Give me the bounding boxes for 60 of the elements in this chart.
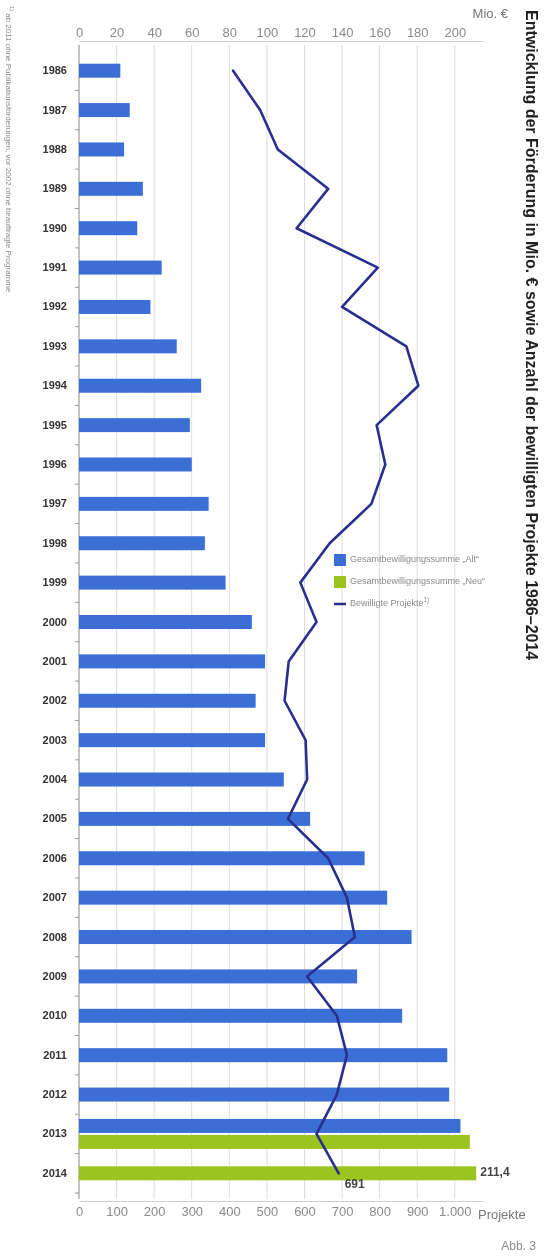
y-tick-label: 1988 bbox=[42, 142, 67, 155]
y-tick-label: 2000 bbox=[42, 615, 67, 628]
x-tick-label: 120 bbox=[294, 25, 316, 40]
x2-tick-label: 1.000 bbox=[439, 1204, 472, 1220]
x2-tick-label: 700 bbox=[331, 1204, 354, 1220]
x2-tick-label: 500 bbox=[256, 1204, 279, 1220]
x-tick-label: 140 bbox=[331, 25, 354, 40]
y-tick-label: 1993 bbox=[42, 339, 67, 352]
y-tick-label: 1995 bbox=[42, 418, 67, 431]
y-tick-label: 2002 bbox=[42, 694, 67, 707]
y-tick-label: 1989 bbox=[42, 182, 67, 195]
y-tick-label: 1994 bbox=[42, 379, 68, 392]
x2-tick-label: 900 bbox=[406, 1204, 429, 1220]
x-tick-label: 180 bbox=[406, 25, 429, 40]
y-tick-label: 2013 bbox=[42, 1127, 67, 1140]
x-tick-label: 60 bbox=[185, 25, 200, 40]
y-tick-label: 2010 bbox=[42, 1009, 67, 1022]
legend-label: Bewilligte Projekte$^{1)}$ bbox=[350, 596, 430, 609]
y-tick-label: 2011 bbox=[43, 1048, 67, 1061]
x-tick-label: 200 bbox=[444, 25, 467, 40]
y-tick-label: 1998 bbox=[42, 536, 67, 549]
x-tick-label: 80 bbox=[222, 25, 238, 40]
y-tick-label: 1986 bbox=[42, 64, 67, 77]
y-tick-label: 2001 bbox=[42, 654, 67, 667]
y-tick-label: 1999 bbox=[42, 576, 67, 589]
y-tick-label: 1996 bbox=[42, 458, 67, 470]
y-tick-label: 2003 bbox=[42, 733, 67, 746]
y-tick-label: 2012 bbox=[42, 1088, 67, 1101]
x2-axis-title: Projekte bbox=[478, 1207, 526, 1222]
text: Entwicklung der Förderung in Mio. € sowie Anzahl der bewilligten Projekte 1986–2014 bbox=[522, 10, 540, 661]
x-axis-title: Mio. € bbox=[472, 6, 509, 21]
x2-tick-label: 0 bbox=[75, 1204, 84, 1220]
x-tick-label: 20 bbox=[109, 25, 125, 40]
y-tick-label: 1991 bbox=[42, 261, 67, 274]
y-tick-label: 2008 bbox=[42, 930, 67, 943]
legend-label: Gesamtbewilligungssumme „Alt“ bbox=[350, 554, 480, 565]
x-tick-label: 0 bbox=[75, 25, 84, 40]
y-tick-label: 1990 bbox=[42, 221, 67, 234]
y-tick-label: 1997 bbox=[42, 497, 67, 510]
y-tick-label: 2004 bbox=[42, 773, 68, 786]
y-tick-label: 1992 bbox=[42, 300, 67, 313]
y-tick-label: 2006 bbox=[42, 851, 67, 864]
data-label: 211,4 bbox=[480, 1165, 510, 1180]
y-tick-label: 2009 bbox=[42, 969, 67, 982]
legend-label: Gesamtbewilligungssumme „Neu“ bbox=[350, 576, 486, 587]
x-tick-label: 40 bbox=[147, 25, 162, 40]
y-tick-label: 2014 bbox=[42, 1166, 68, 1179]
x2-tick-label: 100 bbox=[106, 1204, 128, 1220]
x-tick-label: 100 bbox=[256, 25, 279, 40]
caption: Abb. 3 bbox=[501, 1239, 537, 1253]
x2-tick-label: 600 bbox=[294, 1204, 316, 1220]
y-tick-label: 2005 bbox=[42, 812, 67, 825]
x2-tick-label: 400 bbox=[218, 1204, 241, 1220]
data-label: 691 bbox=[344, 1177, 366, 1192]
y-tick-label: 1987 bbox=[42, 103, 67, 116]
y-tick-label: 2007 bbox=[42, 891, 67, 904]
x2-tick-label: 200 bbox=[143, 1204, 166, 1220]
x2-tick-label: 300 bbox=[181, 1204, 204, 1220]
x2-tick-label: 800 bbox=[369, 1204, 391, 1220]
x-tick-label: 160 bbox=[369, 25, 391, 40]
